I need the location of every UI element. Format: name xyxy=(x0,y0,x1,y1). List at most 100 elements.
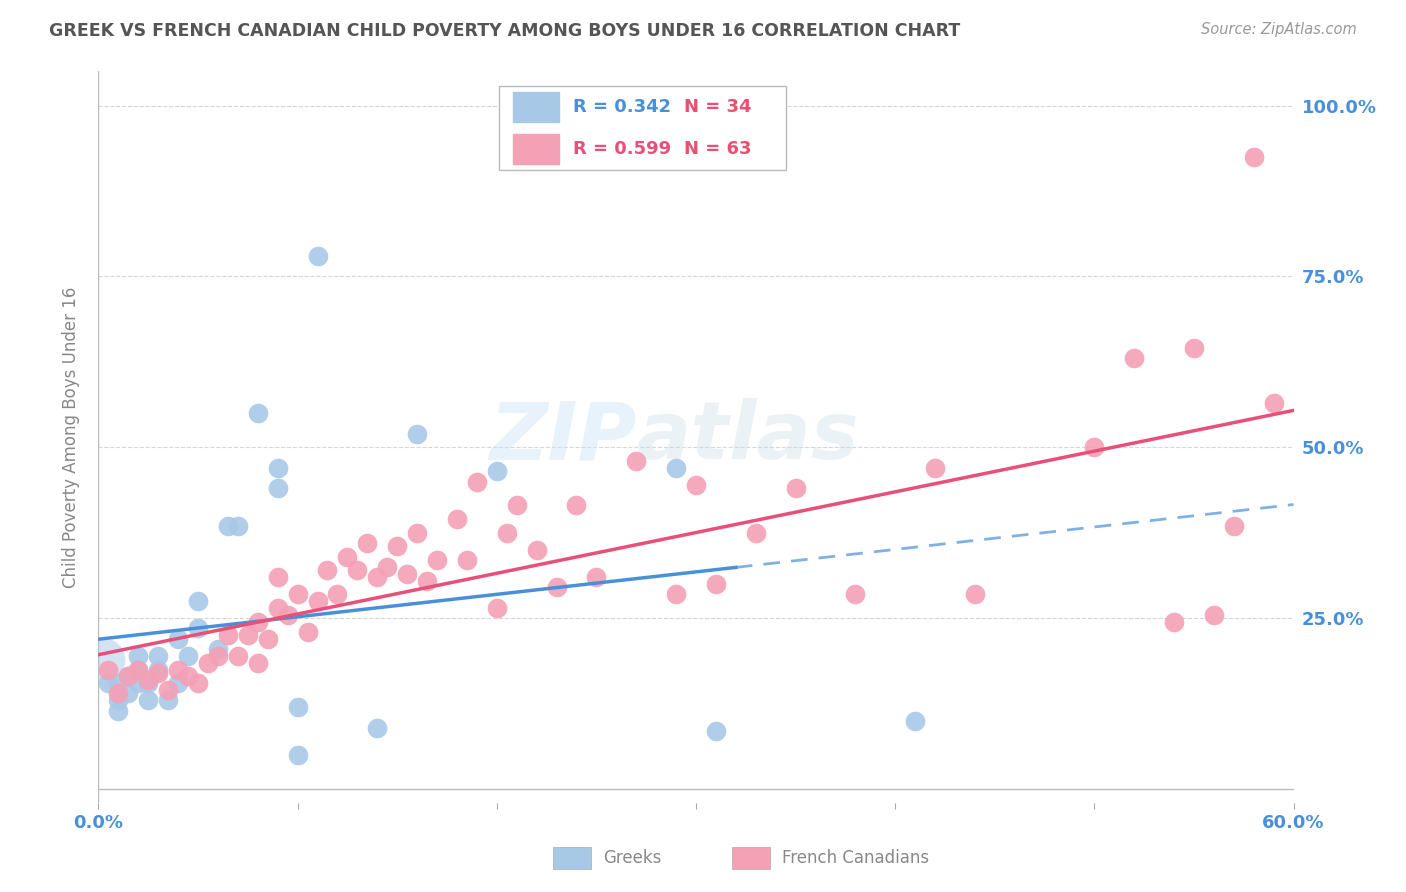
FancyBboxPatch shape xyxy=(513,135,558,164)
Point xyxy=(585,570,607,584)
Point xyxy=(246,615,269,629)
Point xyxy=(107,693,129,707)
Point xyxy=(246,656,269,670)
Text: ZIP: ZIP xyxy=(489,398,637,476)
Point xyxy=(366,570,388,584)
Point xyxy=(177,669,200,683)
Point xyxy=(326,587,349,601)
Point xyxy=(546,581,568,595)
Y-axis label: Child Poverty Among Boys Under 16: Child Poverty Among Boys Under 16 xyxy=(62,286,80,588)
Point xyxy=(226,648,249,663)
Point xyxy=(148,663,170,677)
Text: French Canadians: French Canadians xyxy=(782,848,929,867)
Point xyxy=(385,540,409,554)
Point xyxy=(187,622,209,636)
Point xyxy=(924,460,946,475)
Point xyxy=(267,481,290,495)
Point xyxy=(526,542,548,557)
Point xyxy=(207,642,229,657)
Point xyxy=(167,676,190,690)
Point xyxy=(297,624,319,639)
Point xyxy=(136,673,159,687)
Point xyxy=(107,676,129,690)
Point xyxy=(356,536,378,550)
Point xyxy=(107,686,129,700)
Point xyxy=(157,683,180,698)
FancyBboxPatch shape xyxy=(553,847,591,869)
Point xyxy=(1223,519,1246,533)
Point xyxy=(107,704,129,718)
Point xyxy=(267,460,290,475)
Point xyxy=(1263,396,1285,410)
Point xyxy=(97,663,120,677)
Point xyxy=(366,721,388,735)
Point xyxy=(236,628,259,642)
Point xyxy=(1202,607,1225,622)
Point xyxy=(197,656,219,670)
Point xyxy=(1243,150,1265,164)
Point xyxy=(217,628,239,642)
Point xyxy=(97,676,120,690)
Point xyxy=(117,669,139,683)
FancyBboxPatch shape xyxy=(733,847,770,869)
Point xyxy=(167,632,190,646)
Point xyxy=(485,601,508,615)
Text: Source: ZipAtlas.com: Source: ZipAtlas.com xyxy=(1201,22,1357,37)
Point xyxy=(307,249,329,263)
Point xyxy=(844,587,866,601)
Point xyxy=(1182,341,1205,355)
Point xyxy=(1083,440,1105,454)
Point xyxy=(316,563,339,577)
Point xyxy=(336,549,359,564)
Text: N = 63: N = 63 xyxy=(685,140,752,158)
Point xyxy=(506,499,529,513)
Point xyxy=(1163,615,1185,629)
Text: atlas: atlas xyxy=(637,398,859,476)
Point xyxy=(456,553,478,567)
Point xyxy=(704,724,727,739)
Text: Greeks: Greeks xyxy=(603,848,661,867)
Point xyxy=(485,464,508,478)
Point xyxy=(187,594,209,608)
Point xyxy=(416,574,439,588)
Point xyxy=(136,676,159,690)
Point xyxy=(465,475,488,489)
FancyBboxPatch shape xyxy=(499,86,786,170)
Point xyxy=(406,426,429,441)
Point xyxy=(148,648,170,663)
Point xyxy=(157,693,180,707)
Point xyxy=(127,648,149,663)
Point xyxy=(207,648,229,663)
Point xyxy=(127,663,149,677)
Point xyxy=(904,714,927,728)
Point xyxy=(177,648,200,663)
Point xyxy=(626,454,648,468)
Point xyxy=(287,587,309,601)
Point xyxy=(785,481,807,495)
Point xyxy=(346,563,368,577)
Point xyxy=(446,512,468,526)
Point xyxy=(665,460,688,475)
Point xyxy=(704,577,727,591)
Point xyxy=(148,665,170,680)
Point xyxy=(307,594,329,608)
Point xyxy=(375,560,398,574)
Point xyxy=(665,587,688,601)
Point xyxy=(277,607,299,622)
Point xyxy=(267,570,290,584)
Point xyxy=(217,519,239,533)
Point xyxy=(1123,351,1146,366)
Point xyxy=(745,525,768,540)
Point xyxy=(117,686,139,700)
Point xyxy=(93,652,115,666)
Text: N = 34: N = 34 xyxy=(685,98,752,116)
Point xyxy=(167,663,190,677)
Point xyxy=(406,525,429,540)
Point xyxy=(287,747,309,762)
Point xyxy=(127,663,149,677)
Text: R = 0.342: R = 0.342 xyxy=(572,98,671,116)
Point xyxy=(117,669,139,683)
Point xyxy=(396,566,419,581)
Point xyxy=(256,632,278,646)
Point xyxy=(495,525,517,540)
